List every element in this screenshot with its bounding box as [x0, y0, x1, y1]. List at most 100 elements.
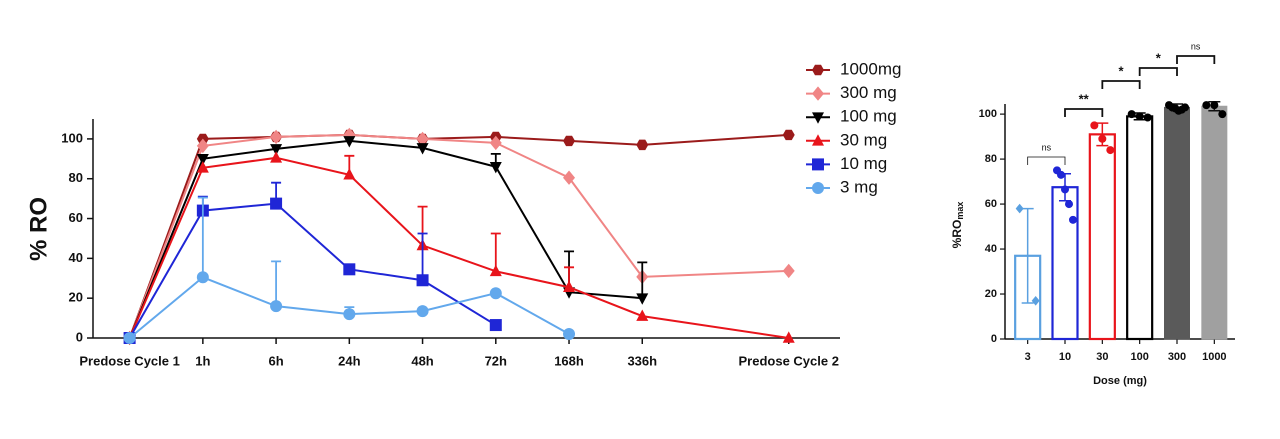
marker: [782, 331, 795, 343]
y-tick-label: 60: [69, 210, 83, 225]
marker: [1090, 121, 1099, 130]
marker: [1106, 146, 1115, 155]
marker: [489, 135, 502, 151]
marker: [782, 129, 795, 141]
y-tick-label: 20: [985, 288, 997, 300]
marker: [489, 264, 502, 277]
marker: [636, 309, 649, 321]
bar: [1088, 133, 1116, 341]
marker: [343, 168, 356, 180]
marker: [563, 170, 576, 185]
significance-label: ns: [1042, 142, 1052, 152]
error-bar: [197, 196, 208, 278]
marker: [636, 139, 649, 151]
marker: [1210, 101, 1219, 110]
x-tick-label: 24h: [338, 353, 360, 368]
legend-label: 30 mg: [840, 130, 887, 149]
y-axis-label-text: %ROmax: [950, 202, 965, 249]
marker: [416, 274, 429, 287]
bar: [1201, 105, 1228, 340]
marker: [343, 136, 356, 148]
marker: [1098, 134, 1107, 143]
x-axis-label: Dose (mg): [1093, 375, 1147, 387]
marker: [270, 300, 283, 313]
marker: [270, 144, 283, 156]
y-axis-label-sub: max: [955, 202, 965, 220]
marker: [1218, 110, 1227, 119]
legend-label: 1000mg: [840, 59, 901, 78]
y-axis-label-main: %RO: [950, 220, 964, 249]
marker: [1057, 170, 1065, 179]
significance-bracket: [1101, 80, 1141, 89]
x-tick-label: 100: [1130, 351, 1148, 363]
bar: [1051, 186, 1079, 341]
marker: [1127, 110, 1136, 119]
significance-bracket: [1064, 108, 1104, 117]
marker: [270, 197, 283, 210]
marker: [270, 151, 283, 163]
legend-label: 10 mg: [840, 154, 887, 173]
y-tick-label: 60: [985, 198, 997, 210]
x-tick-label: Predose Cycle 2: [739, 353, 839, 368]
x-tick-label: 72h: [485, 353, 507, 368]
marker: [196, 138, 209, 154]
x-tick-label: 1h: [195, 353, 210, 368]
marker: [489, 287, 502, 300]
series-line: [128, 156, 789, 339]
bar: [1164, 106, 1190, 340]
series-line: [128, 139, 643, 339]
marker: [1061, 185, 1069, 194]
marker: [270, 129, 283, 145]
y-tick-label: 0: [991, 333, 997, 345]
x-tick-label: 300: [1168, 351, 1186, 363]
marker: [196, 271, 209, 284]
y-tick-label: 40: [69, 250, 83, 265]
legend-marker: [812, 86, 824, 101]
marker: [1065, 200, 1073, 209]
x-tick-label: 1000: [1202, 351, 1226, 363]
significance-bracket: [1027, 156, 1066, 165]
marker: [1202, 101, 1211, 110]
marker: [123, 332, 136, 344]
marker: [782, 263, 795, 279]
x-tick-label: 168h: [554, 353, 584, 368]
x-tick-label: 10: [1059, 351, 1071, 363]
bar: [1126, 115, 1154, 341]
x-tick-label: 6h: [269, 353, 284, 368]
significance-label: **: [1079, 91, 1090, 106]
y-tick-label: 20: [69, 290, 83, 305]
marker: [489, 161, 502, 174]
y-axis-label: %ROmax: [950, 202, 965, 249]
x-tick-label: Predose Cycle 1: [79, 353, 179, 368]
marker: [563, 328, 576, 341]
marker: [1181, 103, 1189, 112]
marker: [1143, 113, 1152, 122]
y-tick-label: 80: [985, 153, 997, 165]
marker: [196, 161, 209, 173]
marker: [1015, 203, 1024, 214]
error-bar: [417, 232, 428, 281]
significance-bracket: [1176, 55, 1216, 64]
legend-marker: [812, 134, 824, 146]
legend-marker: [812, 158, 824, 171]
marker: [343, 308, 356, 321]
y-tick-label: 40: [985, 243, 997, 255]
x-tick-label: 30: [1096, 351, 1108, 363]
significance-label: ns: [1191, 41, 1201, 51]
series-line: [128, 133, 789, 339]
marker: [1031, 295, 1040, 306]
marker: [196, 154, 209, 166]
error-bar: [637, 261, 648, 299]
legend-label: 3 mg: [840, 177, 878, 196]
marker: [416, 143, 429, 155]
y-tick-label: 80: [69, 170, 83, 185]
marker: [343, 263, 356, 276]
legend-marker: [812, 182, 824, 194]
significance-bracket: [1138, 67, 1178, 76]
x-tick-label: 336h: [627, 353, 657, 368]
x-tick-label: 3: [1025, 351, 1031, 363]
y-axis-label: % RO: [25, 197, 52, 261]
marker: [416, 131, 429, 147]
marker: [563, 135, 576, 147]
